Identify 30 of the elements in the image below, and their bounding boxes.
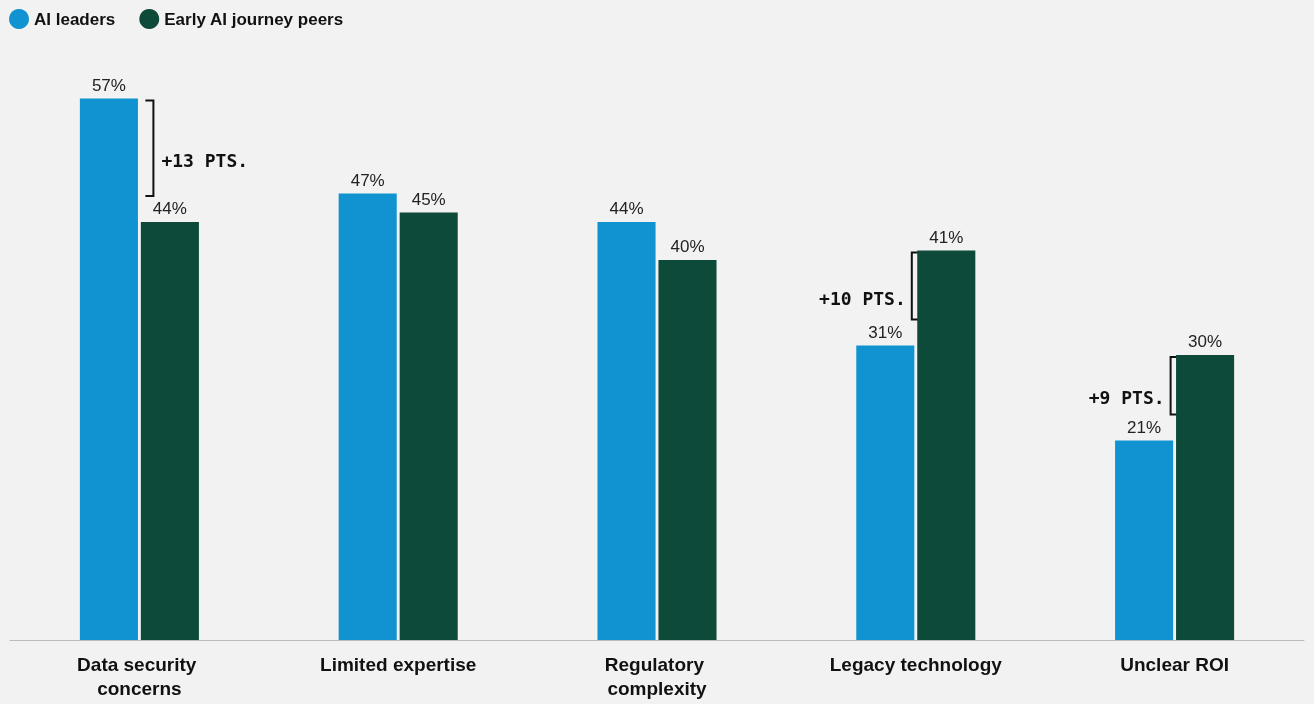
- data-label: 45%: [411, 189, 446, 209]
- x-tick-label: Unclear ROI: [1120, 653, 1229, 675]
- data-label: 41%: [929, 227, 964, 247]
- data-label: 40%: [670, 237, 705, 256]
- x-tick-label: Legacy technology: [829, 653, 1003, 675]
- legend-label: Early AI journey peers: [164, 9, 344, 29]
- x-tick-label: Regulatory complexity: [604, 653, 710, 699]
- annotation: +9 PTS.: [1088, 387, 1165, 409]
- bar: [597, 222, 656, 640]
- x-tick-label: Limited expertise: [320, 653, 477, 675]
- bar: [140, 222, 199, 640]
- bar: [917, 250, 976, 640]
- bar: [338, 193, 397, 640]
- bar: [399, 212, 458, 640]
- data-label: 57%: [91, 75, 126, 95]
- data-label: 31%: [868, 322, 903, 342]
- data-label: 44%: [609, 199, 644, 218]
- data-label: 21%: [1127, 417, 1162, 437]
- annotation: +13 PTS.: [161, 149, 249, 171]
- x-tick-label: Data security concerns: [77, 653, 202, 699]
- bar: [856, 345, 915, 640]
- bar: [1176, 355, 1235, 640]
- data-label: 47%: [350, 170, 385, 190]
- legend-label: AI leaders: [34, 9, 116, 29]
- data-label: 44%: [152, 199, 187, 218]
- annotation: +10 PTS.: [819, 287, 906, 309]
- bar: [79, 98, 138, 640]
- data-label: 30%: [1188, 332, 1223, 351]
- bar: [1115, 440, 1174, 640]
- bar: [658, 260, 717, 640]
